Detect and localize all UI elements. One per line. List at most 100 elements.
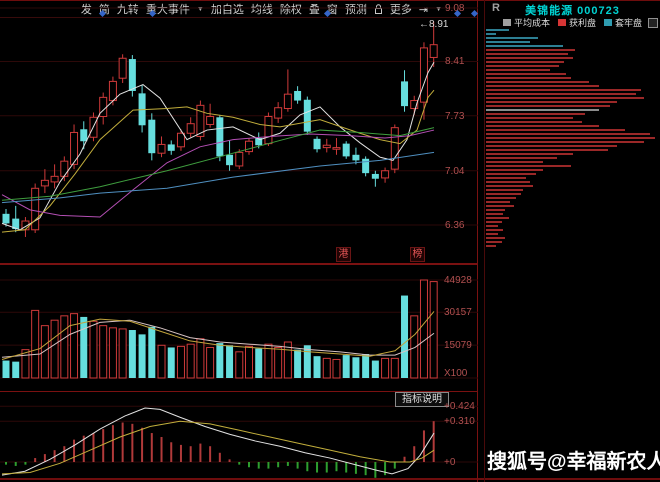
- chip-bar: [486, 177, 527, 179]
- price-axis-label: 7.73: [445, 110, 465, 122]
- toolbar-item-exrights[interactable]: 除权: [279, 4, 302, 16]
- toolbar-underline: [0, 17, 477, 18]
- legend-profit-chips: 获利盘: [557, 16, 596, 29]
- chip-bar: [486, 89, 641, 91]
- price-axis-label: 7.04: [445, 165, 465, 177]
- chip-bar: [486, 157, 558, 159]
- chip-bar: [486, 209, 506, 211]
- chevron-down-icon[interactable]: ▼: [196, 5, 204, 13]
- main-volume-separator: [0, 263, 478, 265]
- chip-bar: [486, 189, 523, 191]
- chip-bar: [486, 141, 645, 143]
- price-axis-label: 6.36: [445, 220, 465, 231]
- chip-bar: [486, 49, 575, 51]
- chip-bar: [486, 33, 497, 35]
- toolbar-item-window[interactable]: 窗: [326, 4, 338, 16]
- chip-bar: [486, 65, 560, 67]
- chip-bar: [486, 185, 533, 187]
- chip-bar: [486, 217, 509, 219]
- chip-bar: [486, 29, 509, 31]
- toolbar-item-jiuzhuan[interactable]: 九转: [116, 4, 139, 16]
- toolbar-item-fa[interactable]: 发: [80, 4, 92, 16]
- chip-bar: [486, 137, 655, 139]
- price-annotation: ←8.91: [419, 19, 449, 30]
- chip-bar: [486, 197, 516, 199]
- chip-bar: [486, 161, 544, 163]
- toolbar: 发 简 九转 重大事件 ▼ 加自选 均线 除权 叠 窗 预测 更多 ⇥ ▼: [0, 1, 476, 17]
- price-axis-label: 8.41: [445, 56, 465, 68]
- chip-bar: [486, 241, 502, 243]
- chip-bar: [486, 213, 504, 215]
- legend-label: 获利盘: [568, 18, 596, 28]
- chip-bar: [486, 129, 626, 131]
- stock-title: 美锦能源 000723: [525, 5, 620, 17]
- chip-bar: [486, 45, 563, 47]
- chip-bar: [486, 149, 608, 151]
- chip-bar: [486, 85, 600, 87]
- top-border: [0, 0, 660, 1]
- chip-bar: [486, 93, 636, 95]
- toolbar-item-ma[interactable]: 均线: [250, 4, 273, 16]
- toolbar-item-overlay[interactable]: 叠: [308, 4, 320, 16]
- restore-tag: R: [492, 2, 500, 14]
- indicator-axis-label: +0.310: [444, 416, 475, 428]
- profit-swatch-icon: [557, 19, 566, 26]
- chip-bar: [486, 153, 573, 155]
- chevron-down-icon[interactable]: ▼: [435, 5, 442, 13]
- chip-bar: [486, 97, 645, 99]
- chip-bar: [486, 61, 565, 63]
- bottom-border: [0, 478, 660, 480]
- chip-bar: [486, 245, 497, 247]
- chip-bar: [486, 117, 573, 119]
- toolbar-item-jian[interactable]: 简: [98, 4, 110, 16]
- price-axis-label: 9.08: [445, 3, 465, 14]
- chip-bar: [486, 233, 499, 235]
- chip-bar: [486, 169, 544, 171]
- trapped-swatch-icon: [604, 19, 612, 26]
- tag-rank-button[interactable]: 榜: [410, 247, 425, 262]
- chip-bar: [486, 113, 586, 115]
- chip-bar: [486, 37, 539, 39]
- volume-axis-label: 44928: [444, 275, 472, 286]
- tag-hk-button[interactable]: 港: [336, 247, 351, 262]
- chip-bar: [486, 201, 511, 203]
- volume-unit-label: X100: [444, 368, 468, 379]
- legend-average-cost: 平均成本: [502, 16, 550, 29]
- toolbar-item-more[interactable]: 更多: [389, 4, 412, 16]
- chip-bar: [486, 69, 551, 71]
- volume-axis-label: 15079: [444, 340, 472, 352]
- chip-distribution-panel: R 美锦能源 000723 平均成本 获利盘 套牢盘 搜狐号@幸福新农人: [485, 1, 660, 481]
- watermark: 搜狐号@幸福新农人: [487, 451, 660, 473]
- jump-to-latest-icon[interactable]: ⇥: [418, 3, 429, 16]
- macd-chart: [0, 405, 478, 478]
- toolbar-item-forecast[interactable]: 预测: [344, 4, 367, 16]
- chip-bar: [486, 41, 530, 43]
- chip-bar: [486, 125, 600, 127]
- panel-settings-icon[interactable]: [648, 18, 658, 28]
- legend-label: 套牢盘: [615, 18, 643, 28]
- chip-legend: 平均成本 获利盘 套牢盘: [485, 16, 660, 29]
- legend-trapped-chips: 套牢盘: [604, 16, 642, 29]
- volume-indicator-separator: [0, 391, 478, 392]
- indicator-help-button[interactable]: 指标说明: [395, 392, 449, 407]
- chip-bar: [486, 193, 521, 195]
- chip-bar: [486, 81, 589, 83]
- chip-bar: [486, 57, 573, 59]
- toolbar-item-add-watchlist[interactable]: 加自选: [210, 4, 244, 16]
- chip-bar: [486, 133, 650, 135]
- chip-bar: [486, 173, 537, 175]
- candlestick-chart: [0, 7, 478, 237]
- volume-chart: [0, 279, 478, 379]
- toolbar-item-events[interactable]: 重大事件: [145, 4, 190, 16]
- indicator-axis-label: +0.424: [444, 401, 475, 413]
- chip-bar: [486, 225, 499, 227]
- chip-bar: [486, 77, 572, 79]
- chip-bar: [486, 109, 600, 111]
- legend-label: 平均成本: [513, 18, 550, 28]
- chip-bar: [486, 101, 617, 103]
- panel-left-border: [484, 0, 485, 482]
- chip-bar: [486, 121, 582, 123]
- indicator-axis-label: +0: [444, 457, 456, 468]
- chip-bar: [486, 229, 504, 231]
